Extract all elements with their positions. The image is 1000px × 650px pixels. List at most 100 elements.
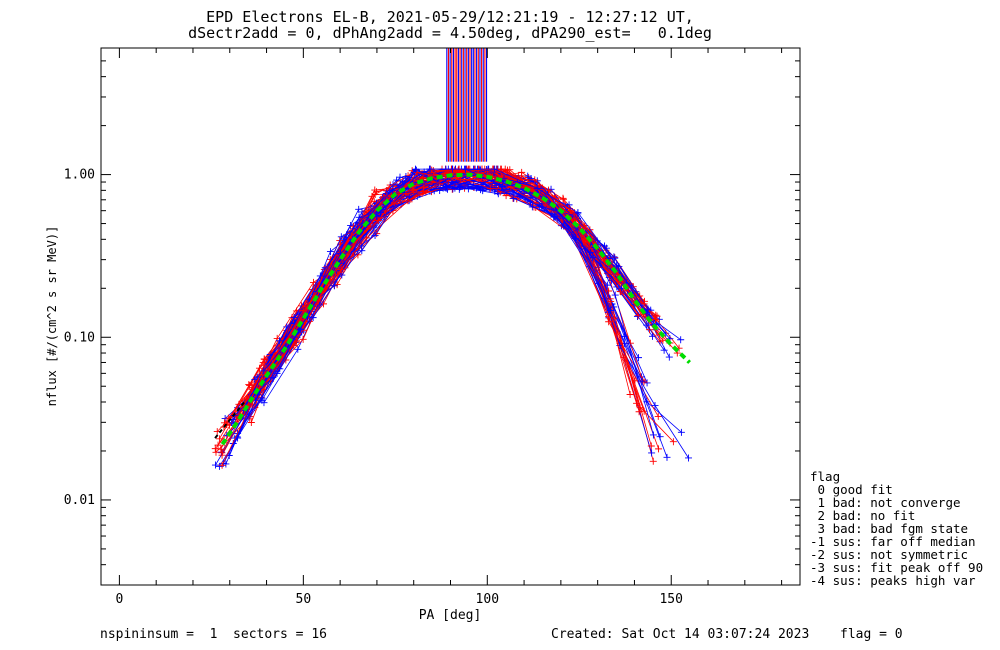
series-line	[256, 170, 689, 459]
flag-legend-item: -3 sus: fit peak off 90	[810, 560, 984, 575]
x-tick-label: 0	[115, 592, 123, 607]
data-point	[677, 336, 685, 344]
data-point	[659, 336, 667, 344]
data-point	[355, 213, 363, 221]
data-point	[218, 461, 226, 469]
data-point	[362, 207, 370, 215]
data-point	[656, 433, 664, 441]
data-point	[649, 431, 657, 439]
data-point	[373, 230, 381, 238]
series-line	[221, 168, 650, 453]
data-point	[611, 291, 619, 299]
data-point	[326, 248, 334, 256]
flag-legend-item: -2 sus: not symmetric	[810, 547, 969, 562]
footer-sectors: nspininsum = 1 sectors = 16	[100, 627, 327, 642]
data-point	[606, 306, 614, 314]
fit-curve	[220, 172, 691, 446]
data-point	[648, 449, 656, 457]
data-point	[218, 449, 226, 457]
axes-layer: 0 50 100 150 0.01 0.10 1.00	[64, 47, 800, 607]
data-point	[527, 175, 535, 183]
footer-created: Created: Sat Oct 14 03:07:24 2023	[551, 627, 810, 642]
series-line	[221, 176, 654, 462]
flag-legend-item: 3 bad: bad fgm state	[810, 521, 969, 536]
data-point	[663, 453, 671, 461]
series-line	[249, 169, 634, 386]
x-axis-label: PA [deg]	[419, 608, 482, 623]
x-tick-label: 100	[476, 592, 499, 607]
flag-legend-item: 0 good fit	[810, 482, 893, 497]
data-point	[655, 445, 663, 453]
data-point	[665, 353, 673, 361]
x-tick-label: 150	[659, 592, 682, 607]
flag-legend-item: 2 bad: no fit	[810, 508, 916, 523]
series-line	[214, 173, 660, 449]
data-point	[402, 172, 410, 180]
data-point	[389, 186, 397, 194]
data-point	[654, 412, 662, 420]
chart-title-line1: EPD Electrons EL-B, 2021-05-29/12:21:19 …	[206, 8, 694, 26]
data-point	[669, 438, 677, 446]
series-line	[234, 171, 665, 416]
series-line	[237, 171, 642, 434]
data-point	[677, 428, 685, 436]
data-point	[486, 185, 494, 193]
data-point	[498, 183, 506, 191]
series-line	[249, 168, 633, 400]
data-point	[211, 445, 219, 453]
data-point	[607, 297, 615, 305]
data-point	[613, 261, 621, 269]
data-point	[259, 358, 267, 366]
data-point	[217, 445, 225, 453]
data-point	[660, 346, 668, 354]
data-point	[275, 337, 283, 345]
data-point	[651, 315, 659, 323]
median-segment	[214, 401, 246, 439]
series-line	[243, 168, 657, 408]
data-point	[309, 314, 317, 322]
series-line	[248, 168, 640, 385]
flag-legend-title: flag	[810, 469, 841, 484]
data-point	[211, 461, 219, 469]
series-line	[217, 168, 659, 446]
series-line	[234, 168, 650, 426]
series-line	[236, 171, 661, 417]
series-line	[255, 179, 639, 401]
data-point	[217, 448, 225, 456]
data-point	[651, 401, 659, 409]
series-line	[252, 170, 645, 407]
data-point	[260, 367, 268, 375]
y-tick-label: 0.01	[64, 493, 95, 508]
data-point	[358, 247, 366, 255]
data-point	[551, 212, 559, 220]
data-point	[410, 187, 418, 195]
data-point	[610, 314, 618, 322]
data-point	[269, 374, 277, 382]
data-point	[640, 378, 648, 386]
data-point	[247, 418, 255, 426]
data-layer	[211, 48, 693, 470]
data-point	[448, 165, 456, 173]
data-point	[330, 282, 338, 290]
series-line	[219, 168, 652, 467]
data-point	[374, 216, 382, 224]
data-point	[581, 239, 589, 247]
data-point	[638, 377, 646, 385]
data-point	[299, 335, 307, 343]
series-line	[229, 168, 659, 450]
data-point	[645, 326, 653, 334]
flag-legend-item: -4 sus: peaks high var	[810, 573, 976, 588]
data-point	[574, 208, 582, 216]
data-point	[428, 166, 436, 174]
data-point	[633, 399, 641, 407]
data-point	[605, 287, 613, 295]
data-point	[559, 195, 567, 203]
data-point	[353, 219, 361, 227]
data-point	[531, 176, 539, 184]
data-point	[626, 390, 634, 398]
y-tick-label: 0.10	[64, 330, 95, 345]
data-point	[215, 435, 223, 443]
data-point	[337, 233, 345, 241]
data-point	[644, 305, 652, 313]
